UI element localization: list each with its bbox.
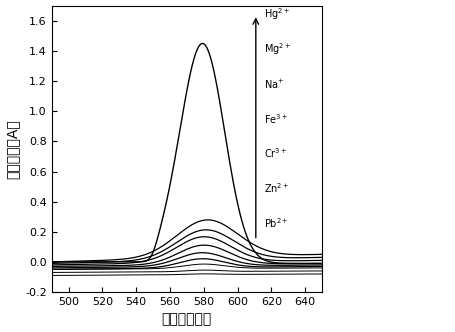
Text: Pb$^{2+}$: Pb$^{2+}$ xyxy=(264,216,288,230)
Y-axis label: 吸光强度（A）: 吸光强度（A） xyxy=(5,119,20,179)
Text: Mg$^{2+}$: Mg$^{2+}$ xyxy=(264,41,291,57)
Text: Cr$^{3+}$: Cr$^{3+}$ xyxy=(264,147,288,160)
Text: Zn$^{2+}$: Zn$^{2+}$ xyxy=(264,181,289,195)
Text: Hg$^{2+}$: Hg$^{2+}$ xyxy=(264,6,290,22)
Text: Fe$^{3+}$: Fe$^{3+}$ xyxy=(264,112,288,125)
X-axis label: 波长（纳米）: 波长（纳米） xyxy=(162,312,212,326)
Text: Na$^{+}$: Na$^{+}$ xyxy=(264,77,284,91)
